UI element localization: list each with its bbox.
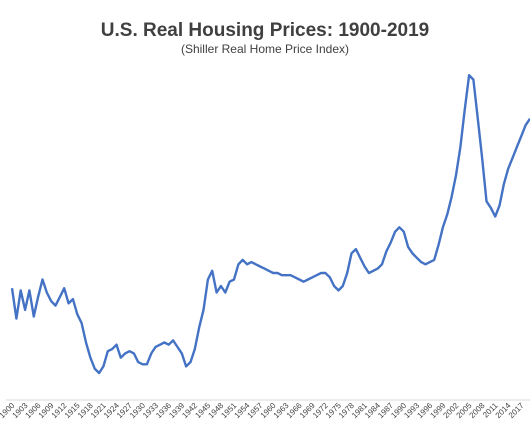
chart-title: U.S. Real Housing Prices: 1900-2019	[100, 20, 430, 41]
chart-subtitle: (Shiller Real Home Price Index)	[180, 42, 350, 56]
x-tick-labels: 1900190319061909191219151918192119241927…	[0, 401, 526, 420]
series-line-0	[10, 73, 530, 375]
series-group	[10, 73, 530, 375]
x-tick-label: 2017	[507, 401, 526, 420]
